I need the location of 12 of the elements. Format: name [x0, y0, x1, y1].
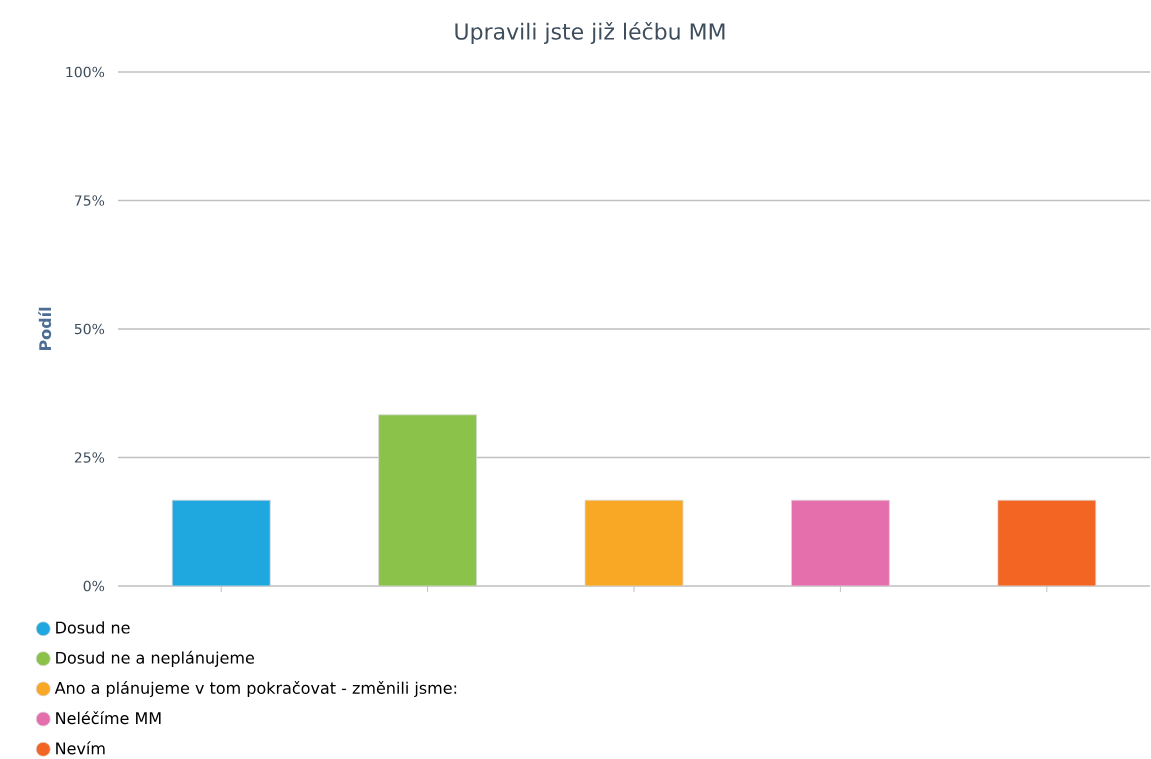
y-tick-label: 25%	[74, 452, 105, 463]
legend-label: Dosud ne	[56, 621, 130, 634]
y-tick-label: 0%	[83, 580, 105, 592]
legend-label: Ano a plánujeme v tom pokračovat - změnili jsme:	[54, 680, 457, 698]
chart-title: Upravili jste již léčbu MM	[455, 21, 725, 45]
legend-label: Neléčíme MM	[56, 711, 161, 725]
y-tick-label: 75%	[74, 195, 105, 206]
y-tick-label: 50%	[74, 323, 105, 335]
legend-label: Dosud ne a neplánujeme	[56, 650, 254, 667]
legend-label: Nevím	[56, 741, 105, 755]
y-axis-title: Podíl	[38, 307, 52, 351]
y-tick-label: 100%	[66, 66, 105, 78]
